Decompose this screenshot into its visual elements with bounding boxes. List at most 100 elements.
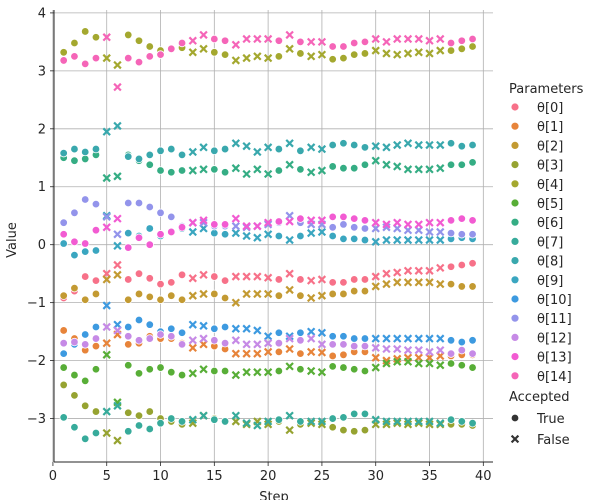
data-point: [70, 208, 79, 218]
data-point: [188, 336, 197, 345]
data-point: [231, 164, 241, 173]
data-point: [188, 48, 197, 57]
x-tick-label: 30: [367, 469, 384, 484]
data-point: [188, 147, 197, 157]
data-point: [177, 166, 187, 175]
series-14: [59, 30, 477, 92]
x-axis-label: Step: [259, 490, 289, 500]
data-point: [274, 347, 284, 357]
data-point: [403, 220, 413, 229]
data-point: [113, 172, 122, 181]
data-point: [59, 363, 68, 372]
data-point: [145, 334, 154, 343]
data-point: [296, 37, 305, 47]
data-point: [328, 140, 337, 150]
data-point: [403, 417, 413, 426]
data-point: [210, 34, 219, 44]
data-point: [167, 291, 176, 300]
data-point: [425, 140, 434, 150]
data-point: [339, 413, 348, 422]
data-point: [253, 165, 262, 174]
data-point: [317, 275, 327, 284]
data-point: [231, 272, 241, 281]
data-point: [145, 52, 154, 61]
data-point: [414, 140, 423, 150]
data-point: [446, 216, 456, 225]
data-point: [59, 148, 68, 158]
data-point: [167, 414, 176, 423]
data-point: [124, 228, 133, 238]
data-point: [124, 295, 133, 304]
data-point: [70, 391, 79, 400]
data-point: [425, 359, 434, 368]
data-point: [436, 279, 445, 289]
x-tick-label: 20: [260, 469, 277, 484]
data-point: [81, 401, 90, 410]
data-point: [306, 418, 316, 428]
data-point: [436, 218, 445, 227]
data-point: [457, 282, 466, 291]
data-point: [403, 345, 413, 355]
data-point: [156, 279, 165, 289]
legend-label: θ[11]: [537, 312, 572, 327]
data-point: [124, 322, 133, 332]
data-point: [285, 285, 294, 295]
data-point: [457, 361, 466, 370]
data-point: [296, 214, 305, 223]
data-point: [274, 36, 284, 45]
data-point: [317, 368, 327, 377]
legend-hue-entries: θ[0] θ[1] θ[2] θ[3] θ[4] θ[5] θ[6] θ[7] θ[8] θ[9]…: [510, 101, 572, 385]
data-point: [91, 33, 101, 42]
data-point: [177, 150, 187, 160]
data-point: [113, 401, 122, 410]
data-point: [113, 82, 122, 92]
legend-marker: [510, 179, 520, 189]
legend-label: θ[12]: [537, 331, 572, 346]
data-point: [81, 376, 90, 386]
data-point: [371, 218, 380, 227]
data-point: [156, 295, 165, 304]
data-point: [102, 339, 111, 348]
x-tick-label: 40: [475, 469, 492, 484]
data-point: [414, 418, 423, 428]
data-point: [113, 260, 122, 270]
y-tick-label: 0: [38, 238, 46, 253]
data-point: [328, 162, 337, 171]
legend-label: θ[7]: [537, 235, 563, 250]
data-point: [156, 50, 165, 59]
data-point: [177, 270, 187, 280]
data-point: [102, 301, 111, 310]
data-point: [220, 144, 230, 154]
data-point: [274, 52, 284, 61]
data-point: [177, 340, 187, 349]
data-point: [134, 269, 144, 278]
data-point: [70, 370, 79, 380]
data-point: [220, 50, 230, 59]
data-point: [70, 423, 79, 432]
data-point: [199, 289, 208, 299]
legend-marker: [510, 313, 520, 323]
data-point: [425, 420, 434, 429]
data-point: [382, 220, 391, 229]
data-point: [457, 141, 466, 151]
data-point: [360, 160, 370, 169]
data-point: [102, 127, 111, 136]
legend-marker: [510, 352, 520, 362]
data-point: [296, 336, 305, 345]
data-point: [145, 407, 154, 416]
y-axis-ticks: −3 −2 −1 0 1 2 3 4: [27, 6, 54, 427]
data-point: [371, 46, 380, 55]
y-tick-label: −2: [27, 354, 46, 369]
data-point: [425, 334, 434, 343]
data-point: [263, 368, 273, 377]
data-point: [285, 217, 294, 226]
data-point: [263, 169, 273, 179]
data-point: [317, 144, 327, 154]
data-point: [468, 230, 477, 239]
data-point: [457, 36, 466, 45]
data-point: [285, 425, 294, 435]
data-point: [296, 291, 305, 300]
data-point: [360, 334, 370, 343]
data-point: [446, 262, 456, 271]
data-point: [328, 223, 337, 232]
